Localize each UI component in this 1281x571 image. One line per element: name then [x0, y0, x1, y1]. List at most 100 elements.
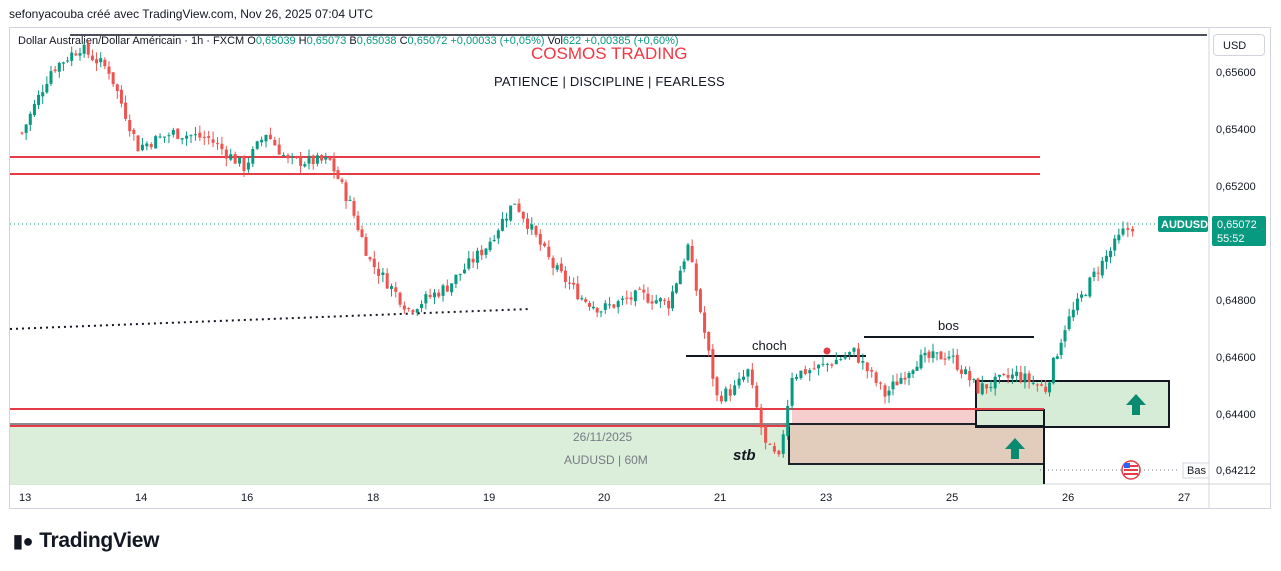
candle-body — [1048, 382, 1052, 393]
candle-body — [755, 385, 759, 408]
candle-body — [145, 143, 149, 147]
candle-body — [136, 135, 140, 152]
time-axis[interactable]: 13 14 16 18 19 20 21 23 25 26 27 — [19, 492, 1190, 504]
candle-body — [671, 291, 675, 309]
candle-body — [674, 283, 678, 293]
candle-body — [198, 132, 202, 138]
candle-body — [407, 308, 411, 310]
chart-credit: sefonyacouba créé avec TradingView.com, … — [9, 7, 373, 21]
candle-body — [526, 218, 530, 229]
x-tick-label: 21 — [714, 492, 726, 504]
candle-body — [1055, 356, 1059, 359]
candle-body — [488, 241, 492, 250]
candle-body — [344, 182, 348, 202]
candle-body — [715, 377, 719, 396]
candle-body — [360, 229, 364, 237]
candle-body — [972, 378, 976, 380]
candle-body — [603, 303, 607, 310]
bos-label: bos — [938, 318, 959, 333]
candle-body — [251, 149, 255, 164]
candle-body — [471, 258, 475, 263]
x-tick-label: 14 — [135, 492, 147, 504]
currency-selector[interactable]: USD — [1213, 34, 1265, 56]
candle-body — [432, 292, 436, 298]
candle-body — [246, 162, 250, 170]
x-tick-label: 19 — [483, 492, 495, 504]
candle-body — [475, 250, 479, 263]
candle-body — [646, 293, 650, 303]
candle-body — [781, 434, 785, 454]
candle-body — [923, 352, 927, 356]
candle-body — [891, 381, 895, 390]
candle-body — [303, 164, 307, 167]
candle-body — [576, 283, 580, 300]
candle-body — [989, 387, 993, 389]
candle-body — [663, 299, 667, 301]
candle-body — [812, 368, 816, 370]
dotted-trendline[interactable] — [9, 308, 531, 330]
candle-body — [543, 243, 547, 246]
candle-body — [907, 372, 911, 379]
candle-body — [111, 72, 115, 85]
candle-body — [458, 273, 462, 275]
candle-body — [1051, 357, 1055, 384]
order-block-zone[interactable] — [788, 423, 1045, 465]
candle-body — [78, 53, 82, 56]
candle-body — [768, 443, 772, 445]
price-axis[interactable]: 0,65600 0,65400 0,65200 0,64800 0,64600 … — [1216, 67, 1256, 421]
up-arrow-icon — [1005, 438, 1025, 459]
brand-title: COSMOS TRADING — [531, 44, 688, 63]
candle-body — [848, 352, 852, 355]
candle-body — [588, 303, 591, 307]
candle-body — [394, 287, 398, 292]
low-price-text: 0,64212 — [1216, 465, 1256, 477]
choch-marker-dot — [823, 347, 831, 355]
candle-body — [724, 388, 728, 402]
candle-body — [883, 385, 887, 397]
candle-body — [1088, 277, 1092, 297]
candle-body — [808, 370, 812, 374]
candle-body — [786, 405, 790, 436]
y-tick-label: 0,65400 — [1216, 124, 1256, 136]
candle-body — [911, 370, 915, 374]
candle-body — [389, 286, 393, 289]
candle-body — [1121, 228, 1125, 235]
candle-body — [61, 62, 65, 64]
symbol-price-badge — [1158, 216, 1208, 232]
candle-body — [1067, 316, 1071, 330]
candle-body — [364, 237, 368, 256]
watermark-symbol: AUDUSD | 60M — [564, 453, 648, 467]
candle-body — [348, 199, 352, 201]
candle-body — [572, 282, 576, 285]
candle-body — [931, 351, 935, 359]
tradingview-logo-icon: ▮● — [13, 531, 34, 551]
candle-body — [273, 139, 277, 146]
candle-body — [1002, 373, 1006, 375]
tradingview-logo[interactable]: ▮● TradingView — [13, 529, 160, 553]
candle-body — [764, 426, 768, 443]
candle-body — [638, 288, 642, 290]
candle-body — [86, 43, 90, 55]
candle-body — [480, 249, 484, 256]
candle-body — [650, 301, 654, 304]
candle-body — [454, 274, 458, 284]
candle-body — [216, 143, 219, 145]
candle-body — [377, 268, 381, 276]
candle-body — [1075, 298, 1079, 311]
x-tick-label: 13 — [19, 492, 31, 504]
candle-body — [746, 369, 750, 377]
candle-body — [772, 446, 776, 452]
candle-body — [959, 369, 963, 374]
candle-body — [625, 297, 629, 299]
watermark-date: 26/11/2025 — [573, 430, 632, 444]
candle-body — [233, 154, 237, 164]
candle-body — [99, 58, 103, 63]
candle-body — [939, 351, 943, 360]
candle-body — [1100, 260, 1104, 276]
candle-body — [149, 144, 153, 148]
candle-body — [817, 364, 821, 369]
candle-body — [1117, 234, 1121, 241]
us-flag-icon[interactable] — [1121, 460, 1141, 480]
candle-body — [1092, 271, 1096, 277]
